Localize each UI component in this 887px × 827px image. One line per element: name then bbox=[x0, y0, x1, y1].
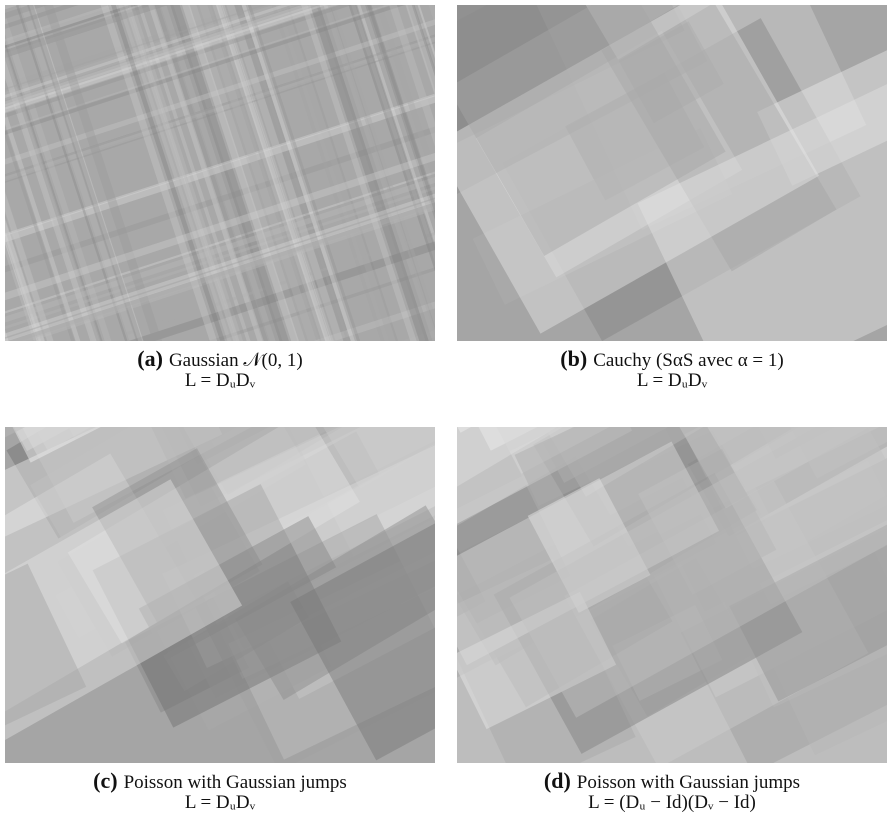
panel-formula: L = DᵤDᵥ bbox=[185, 370, 256, 391]
panel-caption: (d) Poisson with Gaussian jumps bbox=[544, 768, 800, 793]
figure: (a)Gaussian 𝒩(0, 1)L = DᵤDᵥ(b)Cauchy (Sα… bbox=[0, 0, 887, 822]
caption-text: Poisson with Gaussian jumps bbox=[124, 772, 347, 793]
texture-stripe bbox=[0, 0, 590, 1]
caption-text: Poisson with Gaussian jumps bbox=[577, 772, 800, 793]
panel-label: (a) bbox=[137, 346, 163, 371]
panel-caption: (b) Cauchy (SαS avec α = 1) bbox=[560, 346, 783, 371]
page: {"panels": [ {"label": "(a)", "caption":… bbox=[0, 0, 887, 822]
panel-formula: L = (Dᵤ − Id)(Dᵥ − Id) bbox=[588, 792, 756, 813]
panel-label: (d) bbox=[544, 768, 571, 793]
caption-text: Cauchy (SαS avec α = 1) bbox=[593, 350, 784, 371]
panel-formula: L = DᵤDᵥ bbox=[185, 792, 256, 813]
panel-formula: L = DᵤDᵥ bbox=[637, 370, 708, 391]
panel-label: (c) bbox=[93, 768, 117, 793]
panel-label: (b) bbox=[560, 346, 587, 371]
panel-caption: (c) Poisson with Gaussian jumps bbox=[93, 768, 347, 793]
panel-caption: (a) Gaussian 𝒩(0, 1) bbox=[137, 346, 302, 371]
caption-text: Gaussian 𝒩(0, 1) bbox=[169, 350, 303, 371]
